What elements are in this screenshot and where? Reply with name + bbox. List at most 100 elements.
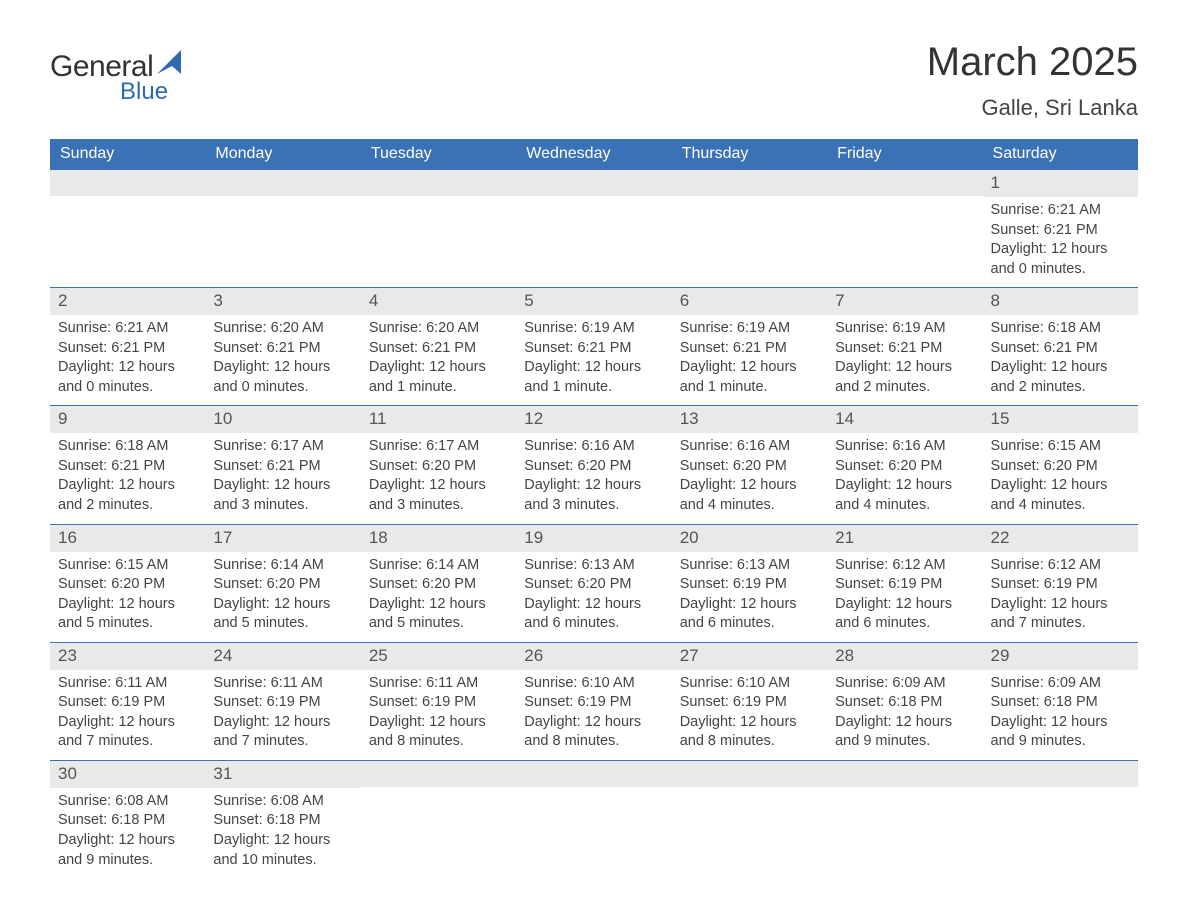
calendar-cell: 28Sunrise: 6:09 AMSunset: 6:18 PMDayligh… xyxy=(827,642,982,760)
day-body: Sunrise: 6:20 AMSunset: 6:21 PMDaylight:… xyxy=(205,315,360,405)
sunset-line: Sunset: 6:20 PM xyxy=(680,457,819,477)
daylight-line: Daylight: 12 hours xyxy=(58,831,197,851)
day-header: Sunday xyxy=(50,139,205,170)
day-body: Sunrise: 6:10 AMSunset: 6:19 PMDaylight:… xyxy=(672,670,827,760)
sunset-line: Sunset: 6:20 PM xyxy=(991,457,1130,477)
sunrise-line: Sunrise: 6:10 AM xyxy=(680,674,819,694)
day-number: 11 xyxy=(361,406,516,433)
day-body: Sunrise: 6:19 AMSunset: 6:21 PMDaylight:… xyxy=(827,315,982,405)
daylight-line: Daylight: 12 hours xyxy=(524,595,663,615)
sunrise-line: Sunrise: 6:17 AM xyxy=(369,437,508,457)
sunset-line: Sunset: 6:19 PM xyxy=(680,693,819,713)
title-block: March 2025 Galle, Sri Lanka xyxy=(927,40,1138,121)
calendar-cell xyxy=(361,170,516,288)
sunrise-line: Sunrise: 6:09 AM xyxy=(835,674,974,694)
empty-day-body xyxy=(205,196,360,276)
daylight-line: Daylight: 12 hours xyxy=(58,476,197,496)
day-number: 24 xyxy=(205,643,360,670)
daylight-line: and 3 minutes. xyxy=(213,496,352,516)
calendar-cell xyxy=(672,170,827,288)
day-number: 4 xyxy=(361,288,516,315)
daylight-line: Daylight: 12 hours xyxy=(991,358,1130,378)
sunrise-line: Sunrise: 6:16 AM xyxy=(680,437,819,457)
day-number: 8 xyxy=(983,288,1138,315)
daylight-line: and 9 minutes. xyxy=(58,851,197,871)
calendar-cell: 29Sunrise: 6:09 AMSunset: 6:18 PMDayligh… xyxy=(983,642,1138,760)
calendar-week: 23Sunrise: 6:11 AMSunset: 6:19 PMDayligh… xyxy=(50,642,1138,760)
daylight-line: Daylight: 12 hours xyxy=(58,358,197,378)
sunset-line: Sunset: 6:20 PM xyxy=(213,575,352,595)
daylight-line: and 0 minutes. xyxy=(213,378,352,398)
calendar-cell: 1Sunrise: 6:21 AMSunset: 6:21 PMDaylight… xyxy=(983,170,1138,288)
calendar-cell: 26Sunrise: 6:10 AMSunset: 6:19 PMDayligh… xyxy=(516,642,671,760)
sunrise-line: Sunrise: 6:19 AM xyxy=(680,319,819,339)
sunrise-line: Sunrise: 6:13 AM xyxy=(680,556,819,576)
calendar-week: 16Sunrise: 6:15 AMSunset: 6:20 PMDayligh… xyxy=(50,524,1138,642)
calendar-cell: 2Sunrise: 6:21 AMSunset: 6:21 PMDaylight… xyxy=(50,288,205,406)
calendar-cell xyxy=(827,760,982,878)
daylight-line: Daylight: 12 hours xyxy=(58,713,197,733)
empty-day-body xyxy=(672,196,827,276)
day-body: Sunrise: 6:15 AMSunset: 6:20 PMDaylight:… xyxy=(50,552,205,642)
daylight-line: Daylight: 12 hours xyxy=(835,476,974,496)
sunrise-line: Sunrise: 6:17 AM xyxy=(213,437,352,457)
sunset-line: Sunset: 6:19 PM xyxy=(680,575,819,595)
sunrise-line: Sunrise: 6:21 AM xyxy=(991,201,1130,221)
calendar-cell: 15Sunrise: 6:15 AMSunset: 6:20 PMDayligh… xyxy=(983,406,1138,524)
day-number: 19 xyxy=(516,525,671,552)
calendar-cell xyxy=(516,170,671,288)
daylight-line: Daylight: 12 hours xyxy=(369,476,508,496)
calendar-cell: 23Sunrise: 6:11 AMSunset: 6:19 PMDayligh… xyxy=(50,642,205,760)
calendar-cell: 17Sunrise: 6:14 AMSunset: 6:20 PMDayligh… xyxy=(205,524,360,642)
day-number: 14 xyxy=(827,406,982,433)
day-number: 10 xyxy=(205,406,360,433)
day-number: 18 xyxy=(361,525,516,552)
calendar-cell xyxy=(827,170,982,288)
calendar-cell: 22Sunrise: 6:12 AMSunset: 6:19 PMDayligh… xyxy=(983,524,1138,642)
sunrise-line: Sunrise: 6:14 AM xyxy=(213,556,352,576)
calendar-cell: 21Sunrise: 6:12 AMSunset: 6:19 PMDayligh… xyxy=(827,524,982,642)
sunrise-line: Sunrise: 6:15 AM xyxy=(58,556,197,576)
day-number: 2 xyxy=(50,288,205,315)
sunrise-line: Sunrise: 6:08 AM xyxy=(58,792,197,812)
month-title: March 2025 xyxy=(927,40,1138,85)
daylight-line: and 10 minutes. xyxy=(213,851,352,871)
sunset-line: Sunset: 6:21 PM xyxy=(991,221,1130,241)
calendar-cell: 4Sunrise: 6:20 AMSunset: 6:21 PMDaylight… xyxy=(361,288,516,406)
daylight-line: Daylight: 12 hours xyxy=(991,595,1130,615)
day-body: Sunrise: 6:09 AMSunset: 6:18 PMDaylight:… xyxy=(827,670,982,760)
empty-day-bar xyxy=(516,170,671,196)
sunrise-line: Sunrise: 6:16 AM xyxy=(835,437,974,457)
day-number: 9 xyxy=(50,406,205,433)
calendar-cell xyxy=(361,760,516,878)
sunset-line: Sunset: 6:20 PM xyxy=(524,457,663,477)
daylight-line: and 4 minutes. xyxy=(680,496,819,516)
sunrise-line: Sunrise: 6:16 AM xyxy=(524,437,663,457)
day-number: 28 xyxy=(827,643,982,670)
day-body: Sunrise: 6:14 AMSunset: 6:20 PMDaylight:… xyxy=(361,552,516,642)
daylight-line: and 2 minutes. xyxy=(835,378,974,398)
sail-icon xyxy=(157,50,187,81)
calendar-body: 1Sunrise: 6:21 AMSunset: 6:21 PMDaylight… xyxy=(50,170,1138,879)
sunrise-line: Sunrise: 6:08 AM xyxy=(213,792,352,812)
daylight-line: Daylight: 12 hours xyxy=(680,595,819,615)
sunrise-line: Sunrise: 6:15 AM xyxy=(991,437,1130,457)
day-body: Sunrise: 6:13 AMSunset: 6:19 PMDaylight:… xyxy=(672,552,827,642)
day-number: 12 xyxy=(516,406,671,433)
empty-day-bar xyxy=(205,170,360,196)
sunrise-line: Sunrise: 6:11 AM xyxy=(213,674,352,694)
daylight-line: Daylight: 12 hours xyxy=(524,476,663,496)
day-body: Sunrise: 6:19 AMSunset: 6:21 PMDaylight:… xyxy=(516,315,671,405)
sunrise-line: Sunrise: 6:13 AM xyxy=(524,556,663,576)
day-header-row: SundayMondayTuesdayWednesdayThursdayFrid… xyxy=(50,139,1138,170)
day-number: 27 xyxy=(672,643,827,670)
day-body: Sunrise: 6:16 AMSunset: 6:20 PMDaylight:… xyxy=(672,433,827,523)
sunset-line: Sunset: 6:21 PM xyxy=(369,339,508,359)
calendar-cell: 24Sunrise: 6:11 AMSunset: 6:19 PMDayligh… xyxy=(205,642,360,760)
daylight-line: Daylight: 12 hours xyxy=(991,476,1130,496)
day-number: 6 xyxy=(672,288,827,315)
brand-logo: General Blue xyxy=(50,50,187,106)
sunset-line: Sunset: 6:19 PM xyxy=(524,693,663,713)
daylight-line: Daylight: 12 hours xyxy=(213,831,352,851)
daylight-line: and 5 minutes. xyxy=(58,614,197,634)
